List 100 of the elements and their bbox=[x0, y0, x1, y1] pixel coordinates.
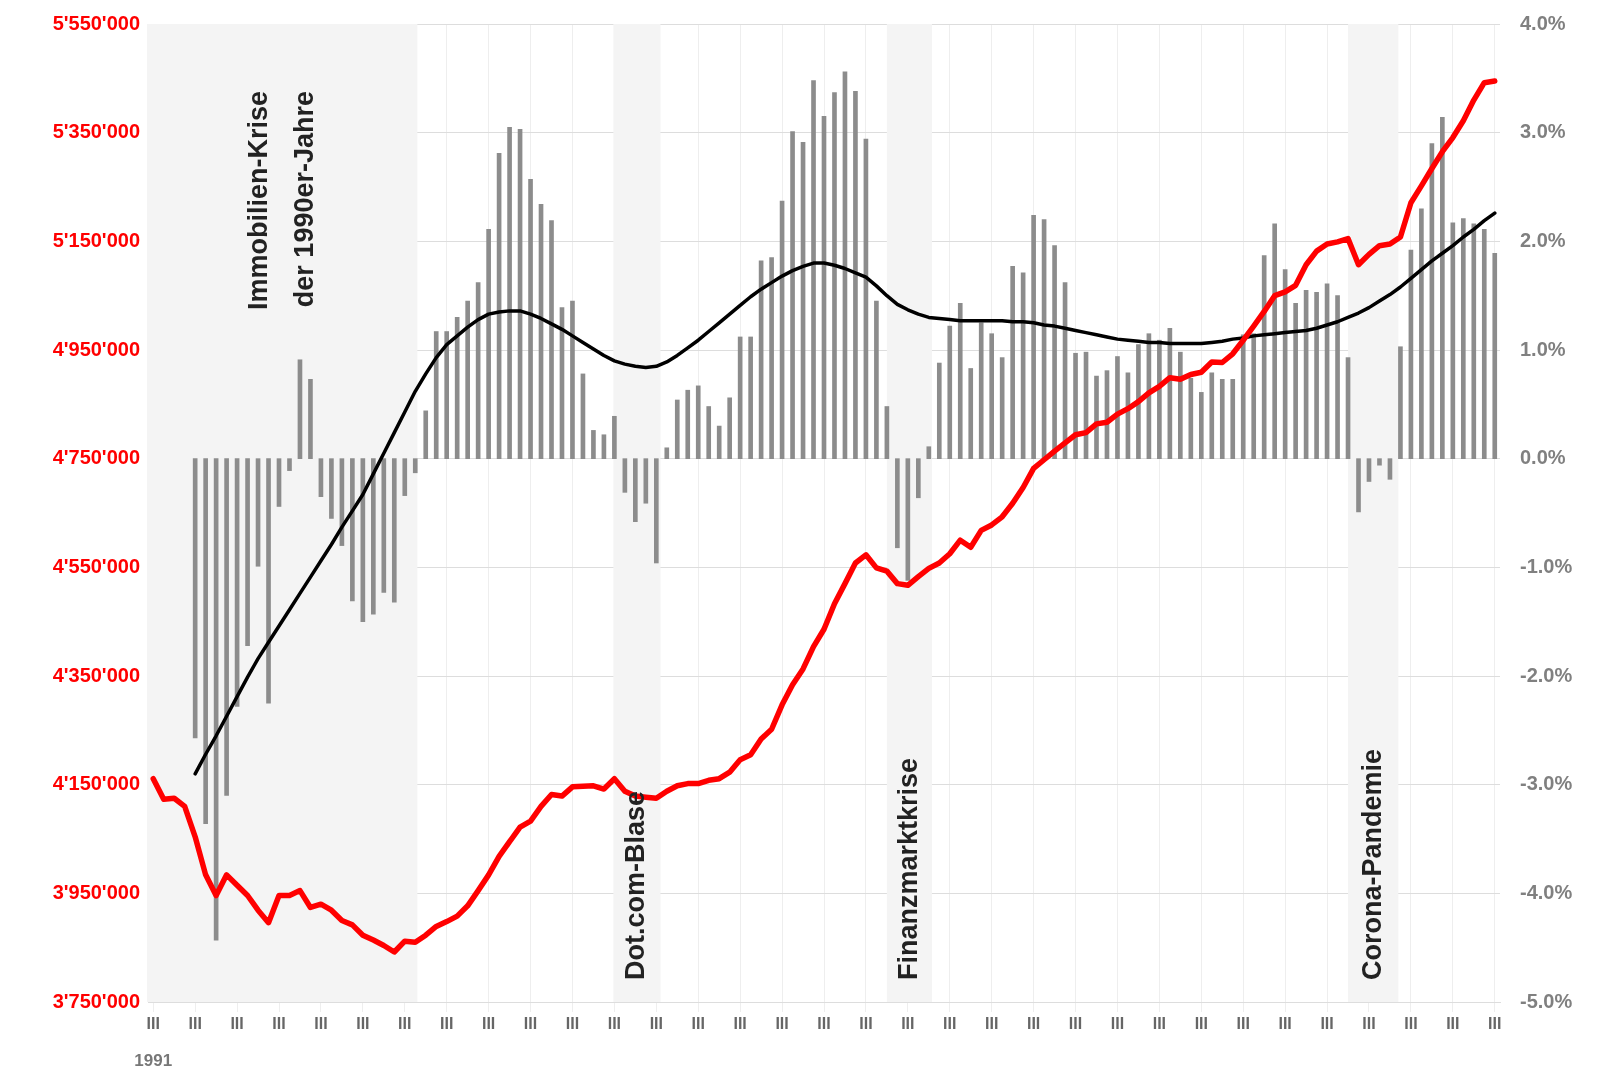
y2-tick-label: -2.0% bbox=[1520, 663, 1573, 686]
bar bbox=[1031, 214, 1036, 459]
bar bbox=[266, 458, 271, 704]
x-tick-label: III bbox=[481, 1015, 496, 1033]
annotation: Immobilien-Krise der 1990er-Jahre bbox=[242, 91, 319, 311]
bar bbox=[769, 257, 774, 459]
bar bbox=[412, 458, 418, 474]
bar bbox=[1460, 218, 1466, 459]
annotation: Dot.com-Blase bbox=[620, 790, 651, 980]
bar bbox=[570, 300, 575, 459]
y2-tick-label: -5.0% bbox=[1520, 989, 1573, 1012]
x-tick-label: III bbox=[146, 1015, 160, 1033]
x-tick-label: III bbox=[1488, 1015, 1502, 1033]
x-tick-label: III bbox=[733, 1015, 747, 1033]
bar bbox=[811, 80, 816, 459]
bar bbox=[1335, 295, 1340, 459]
bar bbox=[287, 458, 292, 471]
y2-tick-label: -4.0% bbox=[1520, 880, 1573, 903]
bar bbox=[685, 389, 691, 459]
bar bbox=[1094, 375, 1099, 459]
bar bbox=[1230, 379, 1236, 459]
bar bbox=[1419, 208, 1424, 459]
bar bbox=[695, 385, 701, 459]
x-tick-label: III bbox=[775, 1015, 789, 1033]
bar bbox=[224, 458, 229, 796]
bar bbox=[999, 357, 1005, 459]
bar bbox=[895, 458, 900, 549]
y2-tick-label: 1.0% bbox=[1520, 337, 1566, 360]
bar bbox=[989, 333, 995, 459]
bar bbox=[1178, 351, 1183, 459]
y-tick-label: 4'750'000 bbox=[52, 446, 140, 469]
x-tick-label: III bbox=[817, 1015, 831, 1033]
bar bbox=[507, 126, 512, 459]
bar bbox=[936, 362, 942, 459]
bar bbox=[968, 368, 974, 459]
x-tick-label: III bbox=[1278, 1015, 1292, 1033]
bar bbox=[612, 415, 617, 459]
x-tick-label: III bbox=[230, 1015, 244, 1033]
y-tick-label: 5'550'000 bbox=[52, 11, 140, 34]
bar bbox=[1492, 252, 1498, 459]
bar bbox=[874, 300, 879, 459]
bar bbox=[633, 458, 638, 523]
bar bbox=[1219, 379, 1225, 459]
bar bbox=[1398, 346, 1403, 459]
x-tick-label: III bbox=[1446, 1015, 1460, 1033]
x-tick-label: III bbox=[440, 1015, 454, 1033]
bar bbox=[1377, 458, 1382, 466]
x-tick-label: III bbox=[565, 1015, 580, 1033]
bar bbox=[528, 179, 533, 459]
bar bbox=[978, 322, 984, 459]
y-tick-label: 4'150'000 bbox=[52, 772, 140, 795]
x-tick-label: III bbox=[1320, 1015, 1334, 1033]
bar bbox=[423, 410, 429, 459]
x-tick-label: III bbox=[649, 1015, 663, 1033]
bar bbox=[1209, 372, 1215, 459]
bar bbox=[1293, 302, 1298, 459]
x-tick-label: III bbox=[1236, 1015, 1250, 1033]
x-tick-label: III bbox=[523, 1015, 538, 1033]
bar bbox=[203, 458, 208, 825]
text: 1991 bbox=[134, 1051, 173, 1070]
x-tick-label: III bbox=[859, 1015, 873, 1033]
bar bbox=[653, 458, 659, 564]
x-tick-label: III bbox=[356, 1015, 370, 1033]
bar bbox=[1272, 223, 1277, 459]
bar bbox=[1251, 333, 1257, 459]
x-tick-label: III bbox=[1362, 1015, 1376, 1033]
y-tick-label: 3'750'000 bbox=[52, 989, 140, 1012]
bar bbox=[1314, 292, 1319, 459]
bar bbox=[1052, 245, 1057, 459]
y-tick-label: 4'550'000 bbox=[52, 554, 140, 577]
bar bbox=[706, 406, 712, 459]
y-tick-label: 5'350'000 bbox=[52, 120, 140, 143]
y2-tick-label: 2.0% bbox=[1520, 228, 1566, 251]
bar bbox=[549, 220, 554, 459]
y2-tick-label: -1.0% bbox=[1520, 554, 1573, 577]
x-tick-label: III bbox=[901, 1015, 915, 1033]
x-tick-label: III bbox=[607, 1015, 622, 1033]
y-tick-label: 3'950'000 bbox=[52, 880, 140, 903]
x-tick-label: III bbox=[943, 1015, 957, 1033]
annotation: Corona-Pandemie bbox=[1356, 748, 1387, 980]
bar bbox=[1188, 377, 1194, 459]
bar bbox=[1261, 255, 1267, 459]
bar bbox=[1440, 117, 1445, 459]
bar bbox=[1115, 356, 1120, 459]
y2-tick-label: 4.0% bbox=[1520, 11, 1566, 34]
bar bbox=[643, 458, 649, 504]
bar bbox=[245, 458, 250, 646]
bar bbox=[1471, 223, 1477, 459]
bar bbox=[329, 458, 334, 519]
y-tick-label: 5'150'000 bbox=[52, 228, 140, 251]
y-tick-label: 4'950'000 bbox=[52, 337, 140, 360]
bar bbox=[853, 91, 858, 459]
bar bbox=[832, 92, 837, 459]
bar bbox=[790, 131, 795, 459]
x-tick-label: III bbox=[1026, 1015, 1041, 1033]
bar bbox=[1136, 344, 1141, 459]
bar bbox=[486, 229, 491, 459]
x-tick-label: III bbox=[1110, 1015, 1125, 1033]
x-tick-label: III bbox=[398, 1015, 412, 1033]
bar bbox=[444, 331, 450, 459]
